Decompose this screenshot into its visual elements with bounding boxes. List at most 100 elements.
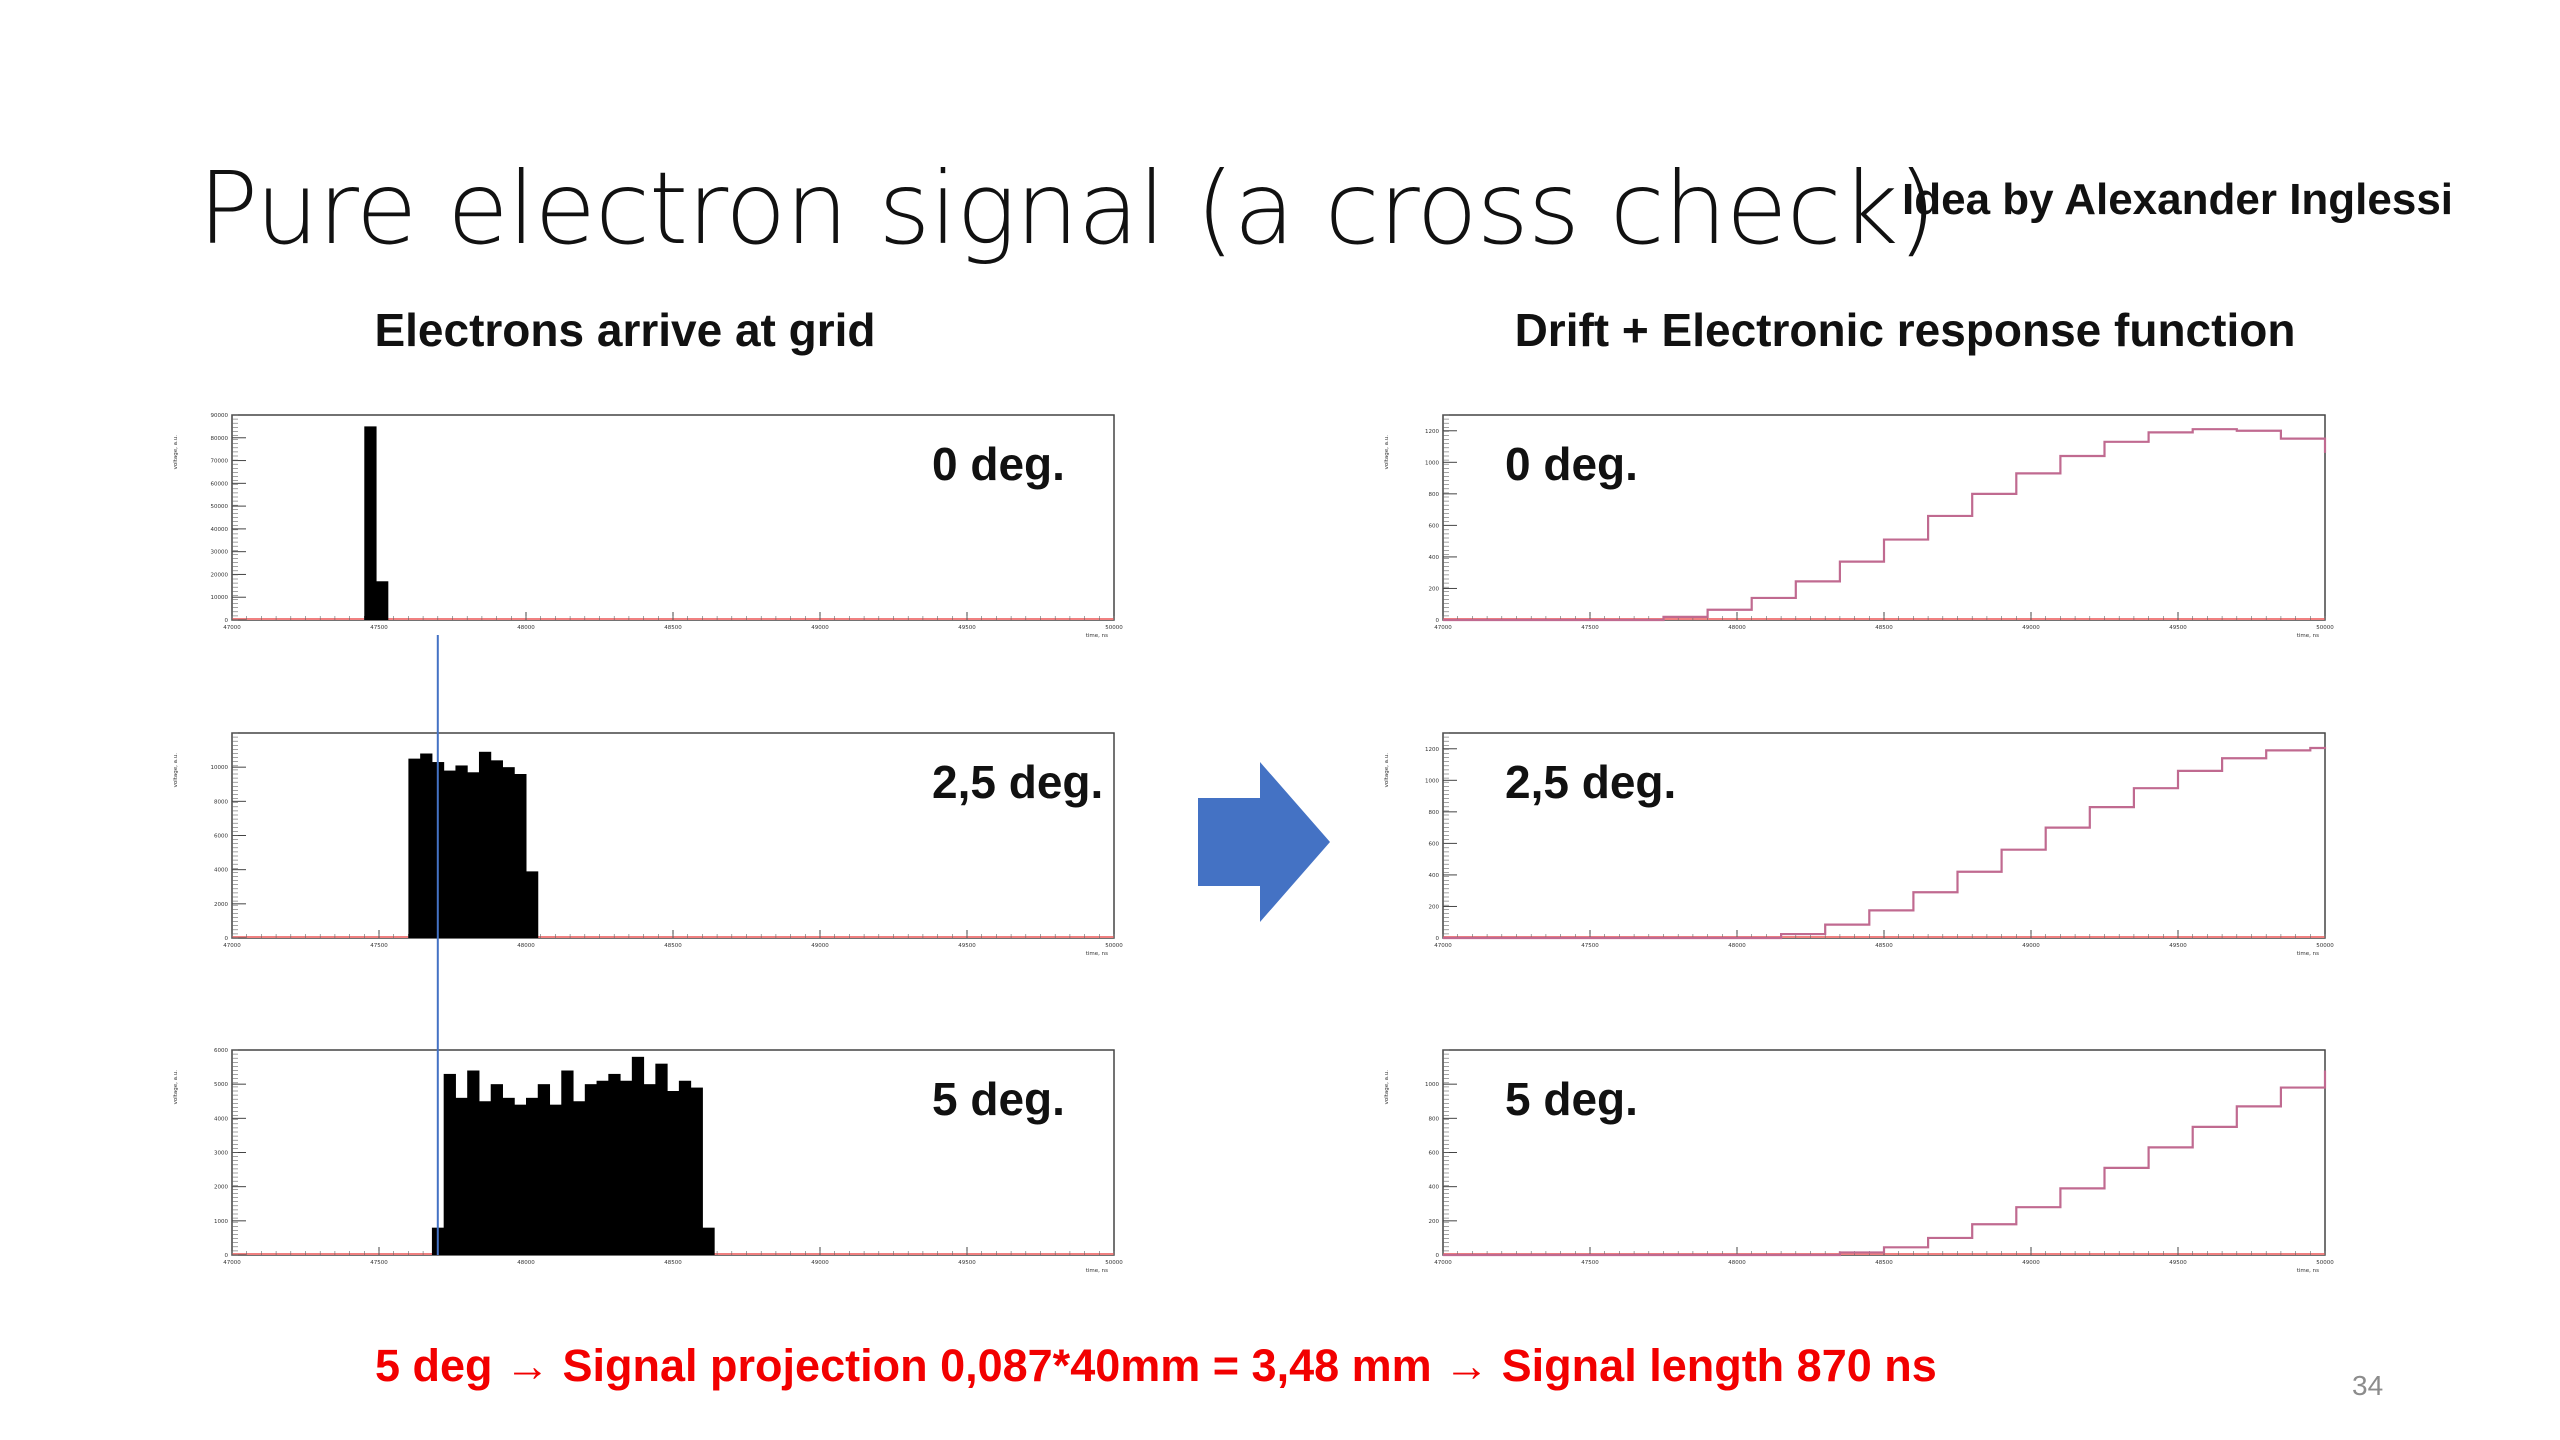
x-tick-label: 47000 (1434, 625, 1452, 631)
y-tick-label: 2000 (214, 1185, 228, 1191)
x-tick-label: 48500 (664, 943, 682, 949)
histogram-bar (408, 758, 421, 938)
footer-note: 5 deg → Signal projection 0,087*40mm = 3… (375, 1340, 1937, 1391)
histogram-bar (502, 767, 515, 938)
y-axis-title: voltage, a.u. (173, 1070, 179, 1105)
y-tick-label: 400 (1429, 1185, 1440, 1191)
y-tick-label: 800 (1429, 810, 1440, 816)
y-tick-label: 4000 (214, 1116, 228, 1122)
x-tick-label: 48000 (517, 625, 535, 631)
histogram-bar (573, 1101, 586, 1255)
x-tick-label: 48500 (1875, 1260, 1893, 1266)
histogram-bar (443, 1073, 456, 1255)
x-tick-label: 48500 (1875, 943, 1893, 949)
y-axis-title: voltage, a.u. (1384, 753, 1390, 788)
x-tick-label: 48500 (664, 625, 682, 631)
y-tick-label: 1200 (1425, 747, 1439, 753)
y-tick-label: 3000 (214, 1151, 228, 1157)
y-tick-label: 40000 (211, 527, 229, 533)
x-tick-label: 47500 (1581, 1260, 1599, 1266)
x-tick-label: 49500 (958, 1260, 976, 1266)
x-axis-title: time, ns (1086, 1268, 1108, 1274)
x-tick-label: 47000 (1434, 1260, 1452, 1266)
x-tick-label: 48500 (664, 1260, 682, 1266)
response-curve (1443, 428, 2327, 622)
y-axis-title: voltage, a.u. (173, 435, 179, 470)
page-number: 34 (2352, 1370, 2384, 1401)
y-tick-label: 400 (1429, 873, 1440, 879)
x-tick-label: 48000 (1728, 943, 1746, 949)
x-tick-label: 49000 (2022, 1260, 2040, 1266)
x-axis-title: time, ns (2297, 1268, 2319, 1274)
panel-right-0: 47000 47500 48000 48500 49000 49500 50000 0 200 4… (1384, 414, 2334, 639)
y-tick-label: 600 (1429, 841, 1440, 847)
y-tick-label: 800 (1429, 1116, 1440, 1122)
histogram-bar (537, 1084, 551, 1255)
x-tick-label: 48000 (517, 943, 535, 949)
x-tick-label: 48000 (1728, 625, 1746, 631)
x-tick-label: 49500 (2169, 625, 2187, 631)
x-tick-label: 49500 (958, 943, 976, 949)
x-tick-label: 49000 (2022, 625, 2040, 631)
histogram-bar (478, 1101, 492, 1255)
angle-label: 0 deg. (932, 438, 1065, 490)
histogram-bar (690, 1087, 703, 1255)
x-tick-label: 47000 (223, 943, 241, 949)
x-tick-label: 49500 (2169, 1260, 2187, 1266)
y-tick-label: 6000 (214, 834, 228, 840)
x-tick-label: 48500 (1875, 625, 1893, 631)
y-tick-label: 0 (225, 1253, 229, 1259)
x-axis-title: time, ns (2297, 633, 2319, 639)
histogram-bar (678, 1080, 692, 1255)
angle-label: 5 deg. (932, 1073, 1065, 1125)
angle-label: 2,5 deg. (1505, 756, 1676, 808)
panel-left-1: 47000 47500 48000 48500 49000 49500 50000 0 2000… (173, 732, 1123, 957)
histogram-bar (443, 770, 456, 938)
y-tick-label: 1200 (1425, 429, 1439, 435)
histogram-bar (490, 1084, 503, 1255)
x-tick-label: 50000 (1105, 1260, 1123, 1266)
histogram-bar (478, 751, 492, 938)
y-tick-label: 400 (1429, 555, 1440, 561)
y-tick-label: 2000 (214, 902, 228, 908)
y-tick-label: 200 (1429, 586, 1440, 592)
histogram-panels: 47000 47500 48000 48500 49000 49500 5000001000… (173, 413, 2334, 1274)
histogram-bar (584, 1084, 598, 1255)
x-axis-title: time, ns (2297, 951, 2319, 957)
y-tick-label: 600 (1429, 523, 1440, 529)
x-tick-label: 49500 (2169, 943, 2187, 949)
angle-label: 2,5 deg. (932, 756, 1103, 808)
y-tick-label: 800 (1429, 492, 1440, 498)
histogram-bar (502, 1097, 515, 1255)
histogram-bar (561, 1070, 574, 1255)
histogram-bar (467, 1070, 480, 1255)
y-tick-label: 5000 (214, 1082, 228, 1088)
x-tick-label: 50000 (1105, 943, 1123, 949)
response-curve (1443, 746, 2327, 940)
y-tick-label: 0 (1436, 618, 1440, 624)
y-tick-label: 10000 (211, 595, 229, 601)
histogram-bar (514, 1104, 527, 1255)
right-arrow-icon (1198, 762, 1330, 922)
y-tick-label: 0 (225, 936, 229, 942)
histogram-bar (631, 1056, 645, 1255)
histogram-bar (655, 1063, 668, 1255)
x-tick-label: 49500 (958, 625, 976, 631)
histogram-bar (620, 1080, 633, 1255)
x-tick-label: 47000 (1434, 943, 1452, 949)
y-tick-label: 20000 (211, 572, 229, 578)
y-axis-title: voltage, a.u. (1384, 435, 1390, 470)
histogram-bar (596, 1080, 609, 1255)
y-axis-title: voltage, a.u. (173, 753, 179, 788)
panel-right-1: 47000 47500 48000 48500 49000 49500 50000 0 200 4… (1384, 732, 2334, 957)
x-tick-label: 47500 (1581, 625, 1599, 631)
x-tick-label: 50000 (2316, 625, 2334, 631)
x-axis-title: time, ns (1086, 633, 1108, 639)
angle-label: 0 deg. (1505, 438, 1638, 490)
x-tick-label: 50000 (2316, 943, 2334, 949)
y-tick-label: 200 (1429, 1219, 1440, 1225)
y-tick-label: 200 (1429, 904, 1440, 910)
x-tick-label: 49000 (811, 625, 829, 631)
histogram-bar (364, 426, 377, 620)
